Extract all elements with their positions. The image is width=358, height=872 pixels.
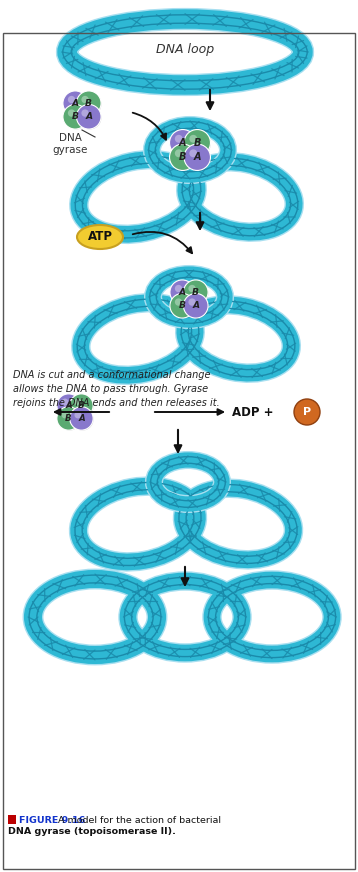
Circle shape bbox=[184, 144, 211, 170]
Circle shape bbox=[189, 135, 197, 143]
Text: B: B bbox=[85, 99, 92, 108]
Text: B: B bbox=[179, 153, 187, 162]
Circle shape bbox=[71, 395, 93, 418]
Circle shape bbox=[170, 130, 196, 156]
Text: B: B bbox=[194, 138, 201, 147]
Text: B: B bbox=[78, 401, 85, 410]
Circle shape bbox=[188, 285, 196, 292]
Circle shape bbox=[184, 130, 211, 156]
Circle shape bbox=[68, 96, 75, 103]
Circle shape bbox=[64, 106, 88, 129]
Circle shape bbox=[81, 109, 89, 117]
Circle shape bbox=[185, 295, 208, 318]
Circle shape bbox=[171, 131, 196, 156]
Text: DNA is cut and a conformational change
allows the DNA to pass through. Gyrase
re: DNA is cut and a conformational change a… bbox=[13, 370, 220, 408]
Text: A: A bbox=[85, 112, 92, 121]
Circle shape bbox=[62, 399, 69, 405]
Circle shape bbox=[62, 412, 69, 419]
Circle shape bbox=[71, 408, 93, 431]
Text: A: A bbox=[194, 153, 201, 162]
Circle shape bbox=[70, 406, 93, 430]
Text: A: A bbox=[179, 138, 187, 147]
Circle shape bbox=[185, 282, 208, 305]
Bar bbox=[8, 815, 16, 824]
Circle shape bbox=[183, 280, 208, 304]
Text: B: B bbox=[72, 112, 79, 121]
Text: A: A bbox=[78, 414, 85, 423]
Text: B: B bbox=[192, 288, 199, 296]
Circle shape bbox=[70, 394, 93, 418]
Circle shape bbox=[186, 146, 211, 171]
Circle shape bbox=[189, 149, 197, 157]
Text: FIGURE 9.16: FIGURE 9.16 bbox=[19, 815, 85, 825]
Text: DNA loop: DNA loop bbox=[156, 44, 214, 57]
Circle shape bbox=[188, 298, 196, 306]
Circle shape bbox=[183, 294, 208, 318]
Circle shape bbox=[81, 96, 89, 103]
Circle shape bbox=[170, 294, 194, 318]
Circle shape bbox=[57, 394, 80, 418]
Circle shape bbox=[171, 282, 195, 305]
Text: DNA
gyrase: DNA gyrase bbox=[52, 133, 88, 155]
Circle shape bbox=[175, 285, 182, 292]
Circle shape bbox=[74, 412, 81, 419]
Circle shape bbox=[63, 105, 88, 129]
Circle shape bbox=[68, 109, 75, 117]
Circle shape bbox=[78, 106, 101, 129]
Text: DNA gyrase (topoisomerase II).: DNA gyrase (topoisomerase II). bbox=[8, 827, 176, 835]
Text: A: A bbox=[192, 301, 199, 310]
Circle shape bbox=[57, 406, 80, 430]
Circle shape bbox=[175, 298, 182, 306]
Circle shape bbox=[74, 399, 81, 405]
Circle shape bbox=[294, 399, 320, 425]
Circle shape bbox=[58, 395, 81, 418]
Text: A model for the action of bacterial: A model for the action of bacterial bbox=[55, 815, 221, 825]
Circle shape bbox=[175, 135, 183, 143]
Circle shape bbox=[171, 295, 195, 318]
Ellipse shape bbox=[77, 225, 123, 249]
Circle shape bbox=[78, 92, 101, 116]
Circle shape bbox=[77, 91, 101, 115]
Text: P: P bbox=[303, 407, 311, 417]
Circle shape bbox=[170, 280, 194, 304]
Circle shape bbox=[64, 92, 88, 116]
Circle shape bbox=[63, 91, 88, 115]
Circle shape bbox=[58, 408, 81, 431]
Circle shape bbox=[170, 144, 196, 170]
Text: A: A bbox=[179, 288, 186, 296]
Circle shape bbox=[171, 146, 196, 171]
Text: ATP: ATP bbox=[87, 230, 112, 243]
Text: A: A bbox=[72, 99, 79, 108]
Circle shape bbox=[77, 105, 101, 129]
Text: B: B bbox=[65, 414, 72, 423]
Circle shape bbox=[186, 131, 211, 156]
Text: B: B bbox=[179, 301, 186, 310]
Circle shape bbox=[175, 149, 183, 157]
Text: ADP +: ADP + bbox=[232, 405, 277, 419]
Text: A: A bbox=[65, 401, 72, 410]
